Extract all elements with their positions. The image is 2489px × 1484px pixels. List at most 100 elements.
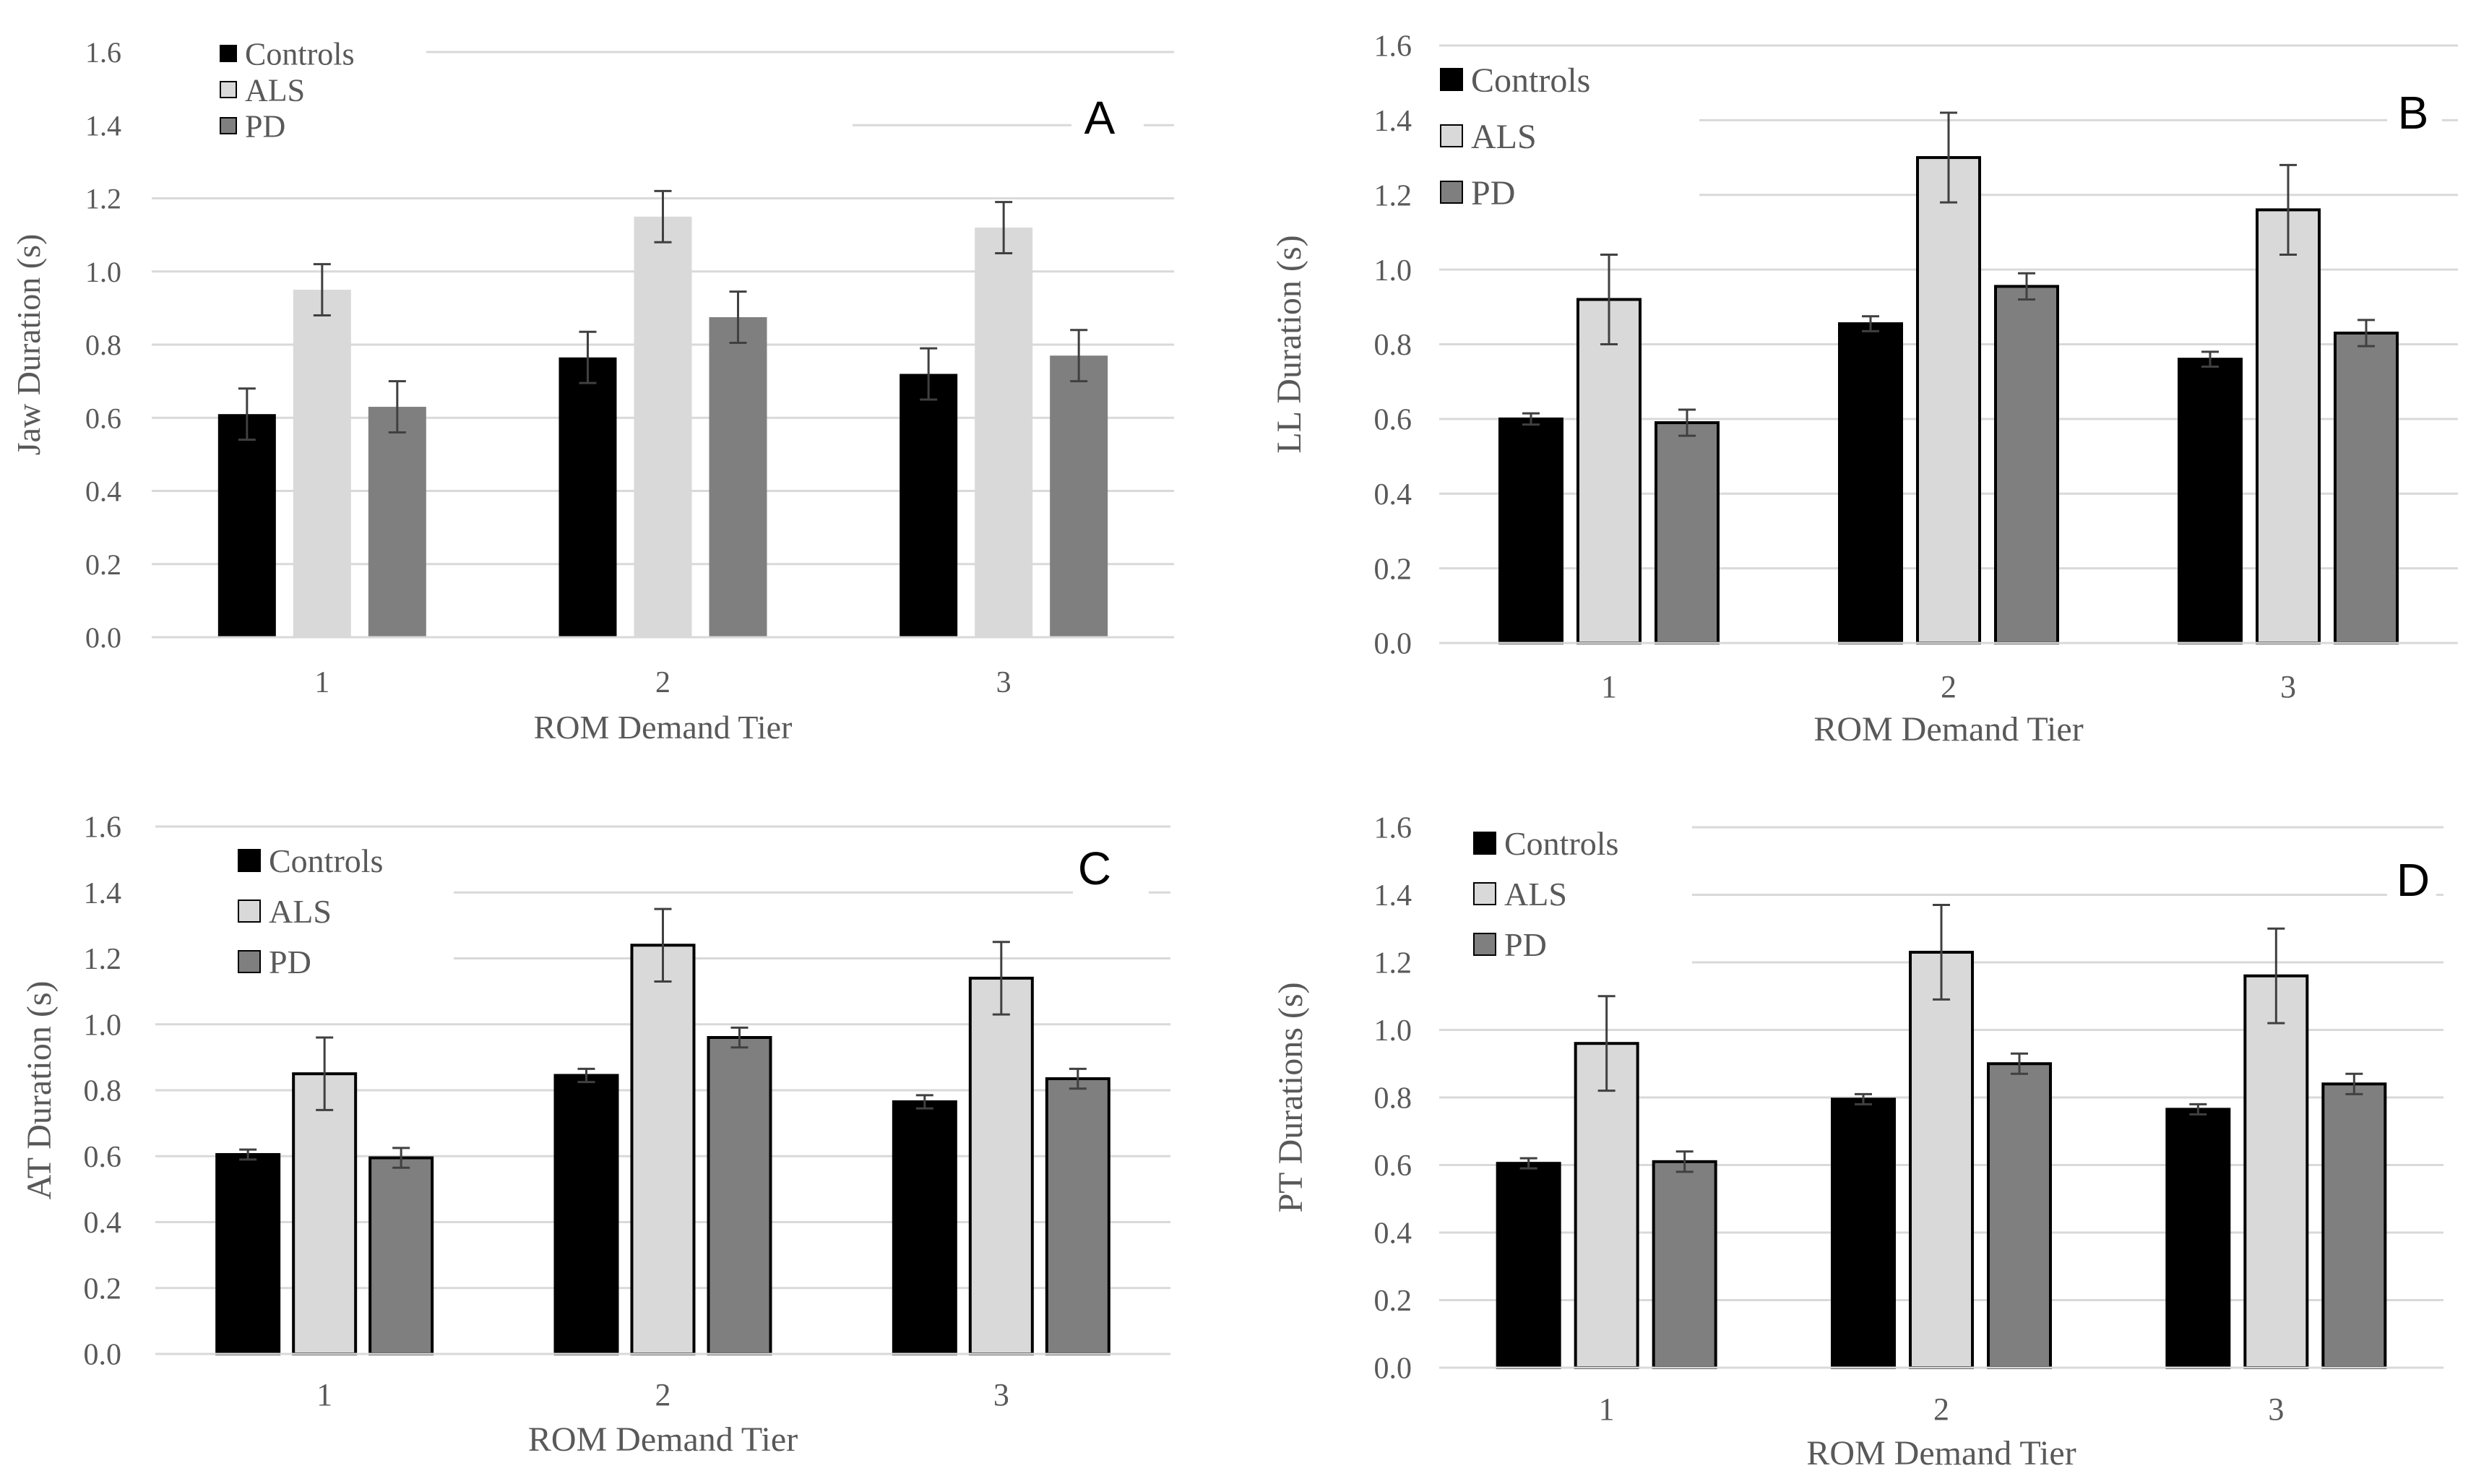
chart-panel-d-y-tick-label: 0.4 [1374,1217,1412,1251]
chart-panel-d-legend-label-pd: PD [1504,926,1547,963]
chart-panel-d-legend-swatch-pd [1473,933,1496,956]
chart-panel-c-y-tick-label: 0.0 [84,1339,122,1372]
chart-panel-d-error-bar-als-tier-1 [1597,995,1616,1092]
chart-panel-a-y-tick-label: 1.2 [85,183,121,215]
chart-panel-b-y-tick-label: 0.0 [1374,628,1412,661]
chart-panel-b-y-axis-title: LL Duration (s) [1270,235,1308,453]
chart-panel-d-error-bar-pd-tier-2 [2011,1052,2028,1075]
chart-panel-b-error-bar-pd-tier-3 [2358,319,2375,348]
chart-panel-b-bar-als-tier-2 [1916,156,1981,644]
chart-panel-c-bar-als-tier-1 [292,1072,358,1355]
chart-panel-a-error-bar-als-tier-2 [654,189,672,243]
chart-panel-c-error-bar-pd-tier-2 [730,1026,749,1049]
chart-panel-d: 0.0 0.2 0.4 0.6 0.8 1.0 1.2 1.4 1.6 1 2 3 ROM Demand… [1272,812,2443,1472]
chart-panel-a-error-bar-pd-tier-3 [1070,329,1088,383]
chart-panel-d-y-tick-label: 0.2 [1374,1285,1412,1318]
chart-panel-d-bar-als-tier-1 [1574,1042,1639,1369]
chart-panel-c-bar-controls-tier-2 [553,1074,619,1355]
chart-panel-c-legend-swatch-als [238,900,261,923]
chart-panel-a-bar-pd-tier-2 [709,317,767,637]
chart-panel-a-error-bar-controls-tier-2 [579,330,597,384]
chart-panel-a-legend-swatch-als [220,81,237,98]
chart-panel-c-legend-swatch-controls [238,849,261,872]
chart-panel-a-error-bar-als-tier-1 [313,263,331,316]
chart-panel-c-error-bar-als-tier-3 [992,941,1010,1016]
chart-panel-c-y-tick-label: 1.2 [84,943,122,976]
chart-panel-c-y-tick-label: 1.6 [84,811,122,845]
chart-panel-c-bar-pd-tier-2 [707,1036,772,1355]
chart-panel-a-bar-controls-tier-2 [558,357,617,637]
chart-panel-c-y-tick-label: 0.4 [84,1207,122,1240]
chart-panel-d-y-tick-label: 0.8 [1374,1082,1412,1116]
chart-panel-c-y-tick-label: 0.8 [84,1075,122,1108]
chart-panel-d-y-tick-label: 1.4 [1374,879,1412,913]
chart-panel-d-bar-pd-tier-1 [1652,1160,1717,1369]
chart-panel-c-bar-pd-tier-3 [1045,1077,1110,1355]
chart-panel-b-letter-label: B [2398,87,2429,139]
chart-panel-c-y-tick-label: 1.0 [84,1009,122,1042]
chart-panel-a-bar-als-tier-2 [634,216,692,637]
chart-panel-a-error-bar-pd-tier-2 [729,290,747,344]
chart-panel-a-x-tick-label: 3 [996,666,1011,699]
chart-panel-b-bar-als-tier-3 [2256,208,2321,644]
chart-panel-c-y-tick-label: 1.4 [84,877,122,910]
chart-panel-d-error-bar-als-tier-2 [1933,904,1950,1001]
chart-panel-b-legend-swatch-controls [1440,68,1463,91]
chart-panel-d-error-bar-als-tier-3 [2267,927,2285,1024]
chart-panel-c-y-tick-label: 0.6 [84,1141,122,1174]
chart-panel-d-error-bar-pd-tier-1 [1675,1150,1694,1173]
chart-panel-d-y-tick-label: 1.0 [1374,1014,1412,1048]
chart-panel-d-y-tick-label: 1.2 [1374,947,1412,980]
chart-panel-a-legend-label-controls: Controls [245,36,355,72]
chart-panel-b-bar-controls-tier-2 [1838,322,1903,644]
chart-panel-c-y-tick-label: 0.2 [84,1272,122,1306]
chart-panel-c-x-axis-title: ROM Demand Tier [528,1420,798,1459]
chart-panel-b-error-bar-pd-tier-2 [2018,272,2035,301]
chart-panel-c-legend-label-pd: PD [269,944,311,980]
chart-panel-b-legend-swatch-als [1440,124,1463,147]
chart-panel-d-error-bar-controls-tier-1 [1519,1157,1537,1170]
chart-panel-b-error-bar-controls-tier-3 [2201,350,2219,368]
chart-panel-c: 0.0 0.2 0.4 0.6 0.8 1.0 1.2 1.4 1.6 1 2 3 ROM Demand… [20,811,1170,1459]
chart-panel-d-error-bar-pd-tier-3 [2345,1072,2363,1095]
chart-panel-a-legend-label-pd: PD [245,108,285,144]
chart-panel-d-legend-label-controls: Controls [1504,825,1618,862]
chart-panel-a-legend-swatch-pd [220,117,237,134]
chart-panel-c-error-bar-pd-tier-3 [1069,1067,1087,1090]
chart-panel-a-legend-label-als: ALS [245,72,305,108]
chart-panel-b-legend-label-als: ALS [1471,118,1537,156]
chart-panel-a-letter-label: A [1084,92,1116,144]
chart-panel-d-letter-label: D [2397,854,2430,906]
chart-panel-d-bar-pd-tier-3 [2321,1082,2387,1369]
chart-panel-d-y-tick-label: 0.6 [1374,1149,1412,1183]
chart-panel-d-x-axis-title: ROM Demand Tier [1806,1434,2076,1472]
chart-panel-a-y-tick-label: 0.8 [85,329,121,361]
chart-panel-c-error-bar-pd-tier-1 [392,1147,410,1169]
chart-panel-c-x-tick-label: 2 [655,1377,671,1412]
chart-panel-a-x-axis-title: ROM Demand Tier [534,709,793,746]
chart-panel-b-y-tick-label: 1.0 [1374,254,1412,288]
chart-panel-c-y-axis-title: AT Duration (s) [20,980,59,1199]
chart-panel-a-bar-controls-tier-3 [900,374,958,637]
chart-panel-a-y-tick-label: 0.2 [85,548,121,581]
chart-panel-b-y-tick-label: 0.6 [1374,404,1412,437]
chart-panel-b-error-bar-controls-tier-2 [1862,315,1879,332]
chart-panel-c-error-bar-als-tier-2 [654,907,672,983]
chart-panel-a: 0.0 0.2 0.4 0.6 0.8 1.0 1.2 1.4 1.6 1 2 3 ROM Demand… [10,36,1174,746]
chart-panel-c-bar-als-tier-2 [630,944,696,1355]
chart-panel-d-legend-swatch-controls [1473,832,1496,855]
chart-panel-d-y-tick-label: 0.0 [1374,1353,1412,1386]
chart-panel-a-bar-als-tier-1 [293,290,351,637]
chart-panel-b-x-tick-label: 2 [1941,669,1957,704]
chart-panel-d-legend-swatch-als [1473,882,1496,905]
chart-panel-a-error-bar-controls-tier-1 [238,387,256,441]
chart-panel-c-legend-label-controls: Controls [269,842,383,879]
chart-panel-c-error-bar-controls-tier-3 [915,1094,933,1110]
chart-panel-c-letter-label: C [1078,842,1111,894]
chart-panel-a-bar-controls-tier-1 [217,414,276,637]
chart-panel-a-error-bar-als-tier-3 [995,201,1013,254]
chart-panel-b-error-bar-als-tier-1 [1600,253,1618,345]
chart-panel-a-y-tick-label: 0.0 [85,621,121,654]
chart-panel-c-x-tick-label: 3 [993,1377,1009,1412]
